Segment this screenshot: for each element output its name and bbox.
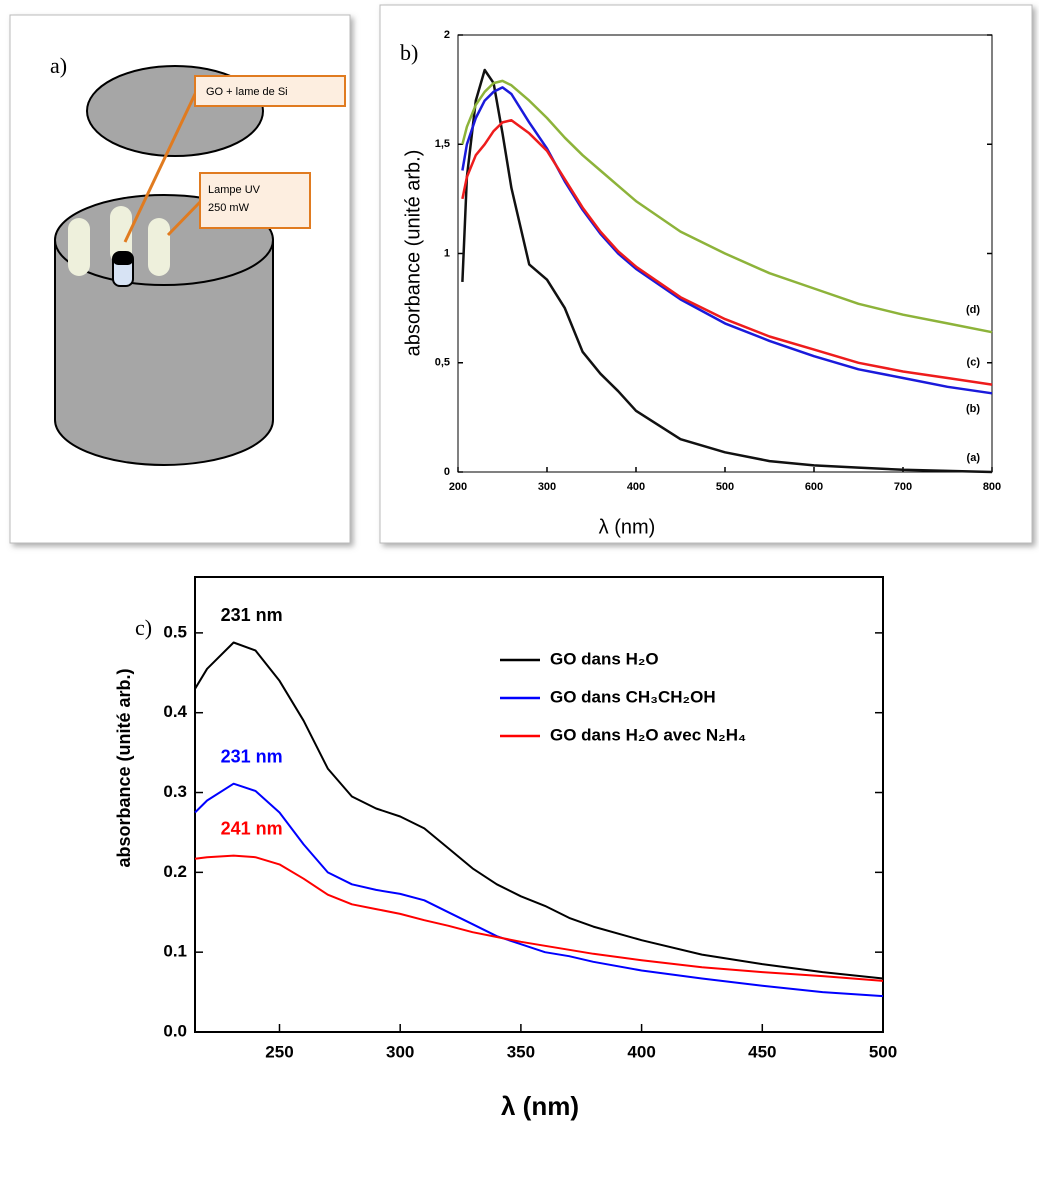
peak-label: 241 nm (221, 818, 283, 838)
x-tick-label: 600 (805, 481, 823, 493)
series-label: (d) (966, 304, 980, 316)
vial-cap (113, 252, 133, 265)
y-tick-label: 0.5 (163, 622, 187, 641)
callout-text: GO + lame de Si (206, 86, 288, 98)
callout-text: 250 mW (208, 202, 250, 214)
peak-label: 231 nm (221, 605, 283, 625)
plot-frame (194, 576, 884, 1033)
series-line (194, 641, 884, 980)
series-line (461, 68, 993, 474)
x-tick-label: 400 (627, 1042, 655, 1061)
x-tick-label: 400 (627, 481, 645, 493)
panel-a: a) GO + lame de Si Lampe UV 250 mW (50, 53, 346, 466)
series-line (461, 118, 993, 386)
x-axis-label: λ (nm) (501, 1091, 579, 1121)
panel-frame (379, 4, 1033, 544)
y-tick-label: 0 (444, 466, 450, 478)
x-tick-label: 200 (449, 481, 467, 493)
x-tick-label: 800 (983, 481, 1001, 493)
y-tick-label: 0.0 (163, 1021, 187, 1040)
callout-text: Lampe UV (208, 184, 261, 196)
y-tick-label: 0.1 (163, 942, 187, 961)
x-tick-label: 700 (894, 481, 912, 493)
cylinder (54, 239, 274, 466)
uv-lamp (68, 218, 90, 276)
y-tick-label: 0.3 (163, 782, 187, 801)
series-line (461, 86, 993, 395)
x-tick-label: 250 (265, 1042, 293, 1061)
y-tick-label: 1,5 (435, 138, 450, 150)
legend-label: GO dans CH₃CH₂OH (550, 687, 716, 706)
peak-label: 231 nm (221, 746, 283, 766)
callout-line (123, 91, 198, 243)
x-tick-label: 500 (869, 1042, 897, 1061)
y-tick-label: 0.4 (163, 702, 187, 721)
legend-label: GO dans H₂O (550, 649, 659, 668)
uv-lamp (110, 206, 132, 264)
x-tick-label: 450 (748, 1042, 776, 1061)
panel-label: b) (400, 40, 418, 65)
series-label: (c) (967, 357, 981, 369)
y-tick-label: 1 (444, 247, 450, 259)
y-tick-label: 2 (444, 29, 450, 41)
callout-box (199, 172, 311, 229)
x-axis-label: λ (nm) (599, 516, 656, 538)
callout-box (194, 75, 346, 107)
series-line (194, 854, 884, 982)
panel-label: a) (50, 53, 67, 78)
panel-label: c) (135, 615, 152, 640)
y-axis-label: absorbance (unité arb.) (114, 668, 134, 867)
series-line (461, 79, 993, 334)
callout-line (166, 198, 204, 237)
series-line (194, 782, 884, 998)
y-axis-label: absorbance (unité arb.) (402, 150, 424, 357)
series-label: (b) (966, 403, 980, 415)
series-label: (a) (967, 452, 981, 464)
x-tick-label: 350 (507, 1042, 535, 1061)
x-tick-label: 500 (716, 481, 734, 493)
y-tick-label: 0.2 (163, 862, 187, 881)
x-tick-label: 300 (538, 481, 556, 493)
x-tick-label: 300 (386, 1042, 414, 1061)
uv-lamp (148, 218, 170, 276)
y-tick-label: 0,5 (435, 357, 450, 369)
legend-label: GO dans H₂O avec N₂H₄ (550, 725, 746, 744)
